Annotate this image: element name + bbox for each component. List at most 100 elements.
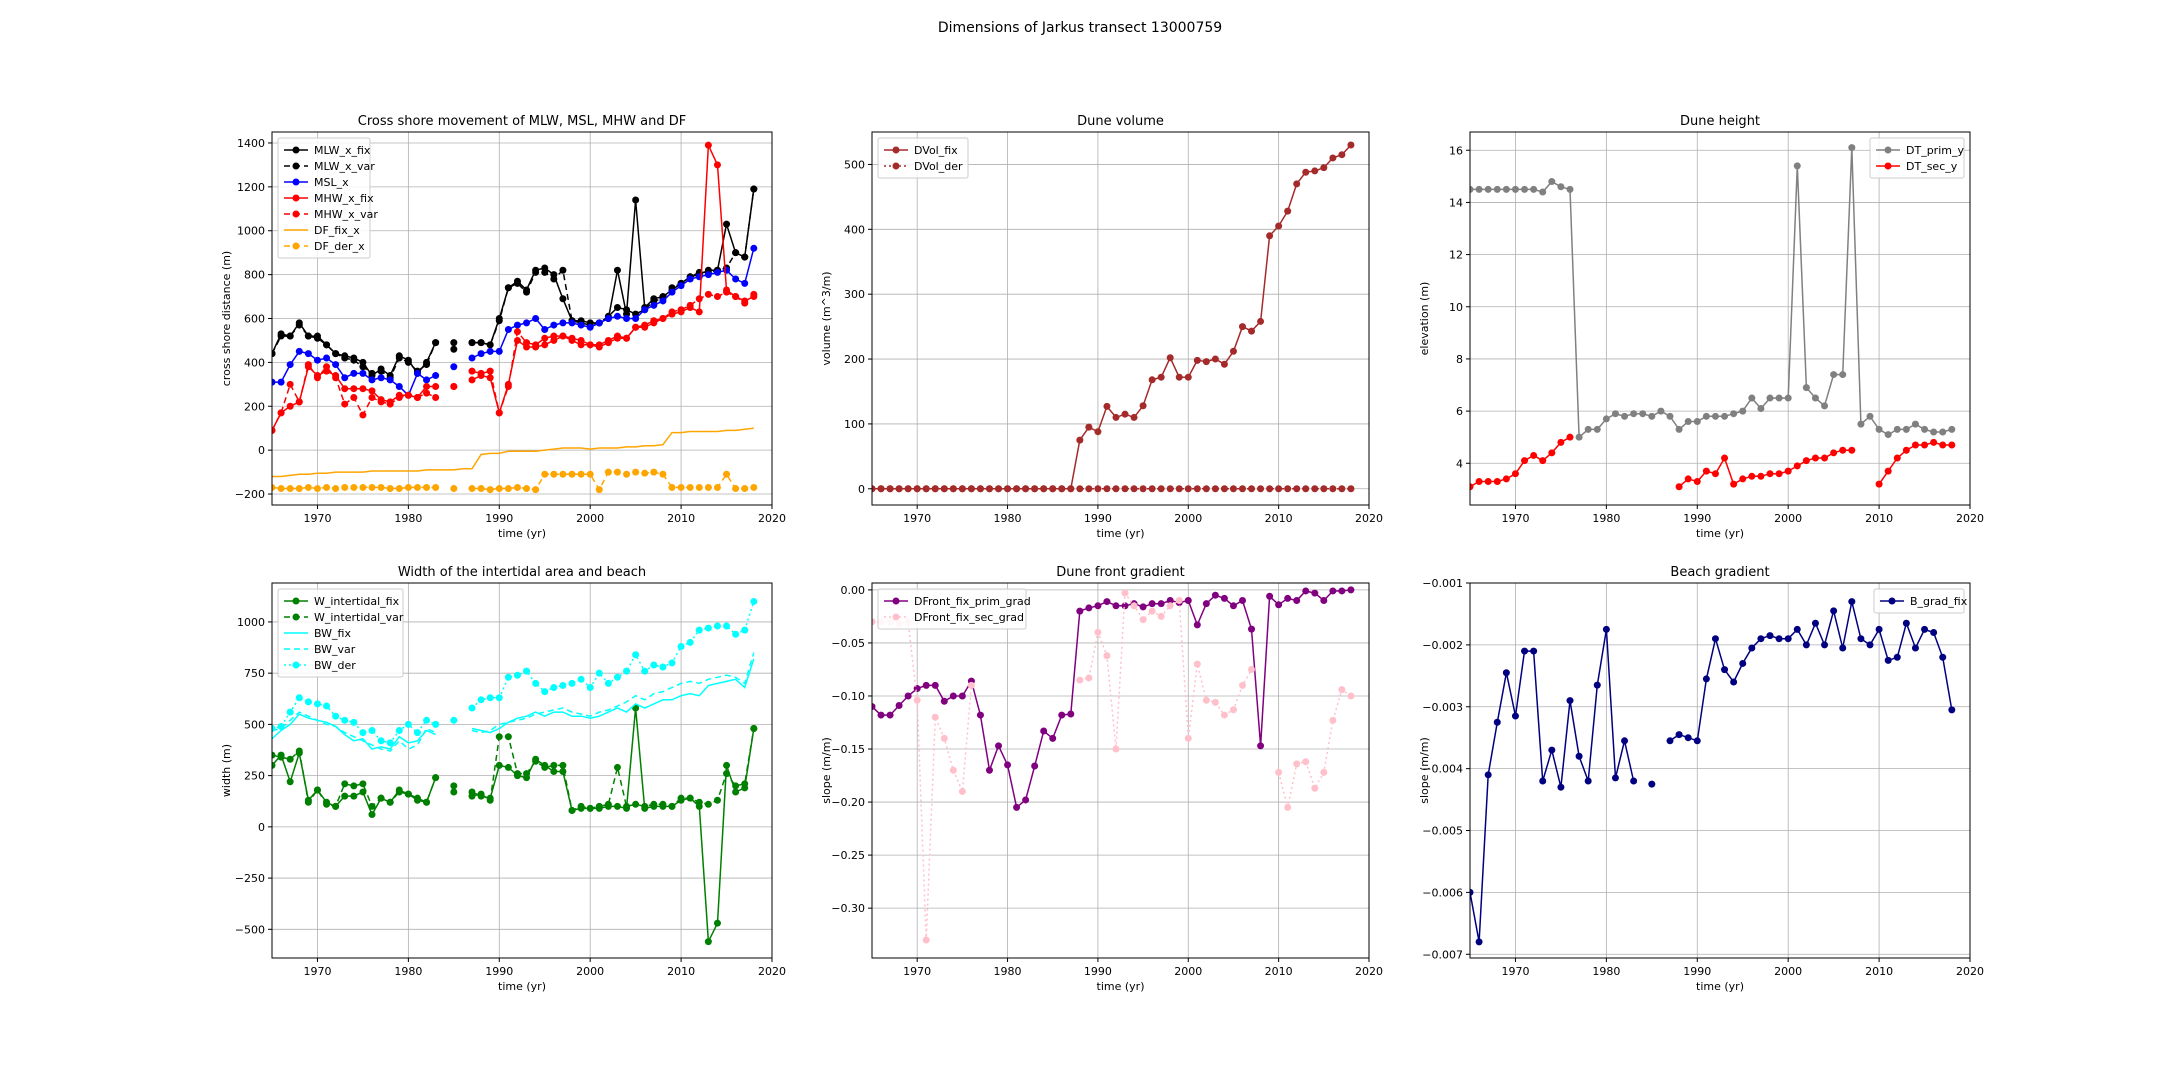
data-point bbox=[1211, 591, 1219, 599]
data-point bbox=[1049, 734, 1057, 742]
legend-label: DF_der_x bbox=[314, 240, 365, 253]
data-point bbox=[1748, 472, 1756, 480]
data-point bbox=[1211, 355, 1219, 363]
data-point bbox=[1202, 696, 1210, 704]
data-point bbox=[468, 354, 476, 362]
data-point bbox=[350, 385, 358, 393]
data-point bbox=[1730, 480, 1738, 488]
data-point bbox=[1076, 676, 1084, 684]
data-point bbox=[313, 374, 321, 382]
data-point bbox=[1338, 587, 1346, 595]
y-tick-label: 300 bbox=[844, 288, 865, 301]
data-point bbox=[895, 485, 903, 493]
data-point bbox=[1702, 412, 1710, 420]
data-point bbox=[477, 339, 485, 347]
data-point bbox=[872, 703, 876, 711]
data-point bbox=[286, 402, 294, 410]
data-point bbox=[1112, 413, 1120, 421]
data-point bbox=[1839, 446, 1847, 454]
data-point bbox=[332, 361, 340, 369]
legend-marker bbox=[892, 146, 900, 154]
data-point bbox=[1022, 485, 1030, 493]
y-tick-label: 16 bbox=[1449, 144, 1463, 157]
data-point bbox=[450, 339, 458, 347]
data-point bbox=[1875, 480, 1883, 488]
data-point bbox=[423, 389, 431, 397]
data-point bbox=[650, 661, 658, 669]
data-point bbox=[1220, 594, 1228, 602]
data-point bbox=[1229, 706, 1237, 714]
data-point bbox=[1557, 183, 1565, 191]
data-point bbox=[423, 383, 431, 391]
data-point bbox=[368, 802, 376, 810]
data-point bbox=[1184, 597, 1192, 605]
data-point bbox=[395, 788, 403, 796]
data-point bbox=[1784, 467, 1792, 475]
data-point bbox=[1730, 410, 1738, 418]
data-point bbox=[595, 802, 603, 810]
data-point bbox=[1493, 718, 1501, 726]
data-point bbox=[550, 761, 558, 769]
y-tick-label: 0 bbox=[858, 483, 865, 496]
series-DVol_der bbox=[872, 485, 1355, 493]
data-point bbox=[632, 651, 640, 659]
data-point bbox=[686, 794, 694, 802]
data-point bbox=[295, 321, 303, 329]
legend-label: DVol_fix bbox=[914, 144, 958, 157]
data-point bbox=[1130, 602, 1138, 610]
data-point bbox=[523, 485, 531, 493]
data-point bbox=[568, 806, 576, 814]
data-point bbox=[359, 729, 367, 737]
x-tick-label: 1970 bbox=[303, 512, 331, 525]
data-point bbox=[1766, 470, 1774, 478]
plot-area bbox=[272, 597, 758, 946]
data-point bbox=[1757, 404, 1765, 412]
data-point bbox=[541, 341, 549, 349]
data-point bbox=[1711, 412, 1719, 420]
data-point bbox=[741, 279, 749, 287]
x-tick-label: 1980 bbox=[994, 965, 1022, 978]
data-point bbox=[623, 470, 631, 478]
chart-dune-height: 1970 1980 1990 2000 2010 2020 4 6 8 10 12 14 16 Dune … bbox=[1418, 114, 1984, 540]
data-point bbox=[323, 341, 331, 349]
data-point bbox=[922, 485, 930, 493]
data-point bbox=[413, 369, 421, 377]
data-point bbox=[872, 618, 876, 626]
data-point bbox=[1675, 483, 1683, 491]
y-tick-label: 8 bbox=[1456, 353, 1463, 366]
data-point bbox=[272, 426, 276, 434]
x-tick-label: 1970 bbox=[1501, 965, 1529, 978]
y-tick-label: 10 bbox=[1449, 301, 1463, 314]
data-point bbox=[1930, 428, 1938, 436]
plot-area bbox=[1470, 144, 1956, 491]
data-point bbox=[732, 788, 740, 796]
data-point bbox=[750, 185, 758, 193]
data-point bbox=[1875, 625, 1883, 633]
x-tick-label: 1990 bbox=[1683, 965, 1711, 978]
data-point bbox=[272, 724, 276, 732]
axes-frame bbox=[271, 131, 773, 506]
data-point bbox=[1004, 485, 1012, 493]
data-point bbox=[1766, 632, 1774, 640]
data-point bbox=[1848, 144, 1856, 152]
legend-label: MHW_x_fix bbox=[314, 192, 374, 205]
data-point bbox=[732, 485, 740, 493]
data-point bbox=[1802, 384, 1810, 392]
data-point bbox=[623, 802, 631, 810]
data-point bbox=[486, 347, 494, 355]
data-point bbox=[695, 626, 703, 634]
data-point bbox=[1338, 485, 1346, 493]
data-point bbox=[940, 734, 948, 742]
data-point bbox=[1157, 485, 1165, 493]
data-point bbox=[295, 347, 303, 355]
series-line bbox=[272, 658, 755, 750]
data-point bbox=[1347, 485, 1355, 493]
data-point bbox=[541, 334, 549, 342]
data-point bbox=[413, 393, 421, 401]
data-point bbox=[713, 919, 721, 927]
data-point bbox=[277, 485, 285, 493]
data-point bbox=[1470, 888, 1474, 896]
data-point bbox=[272, 483, 276, 491]
data-point bbox=[495, 485, 503, 493]
data-point bbox=[967, 681, 975, 689]
